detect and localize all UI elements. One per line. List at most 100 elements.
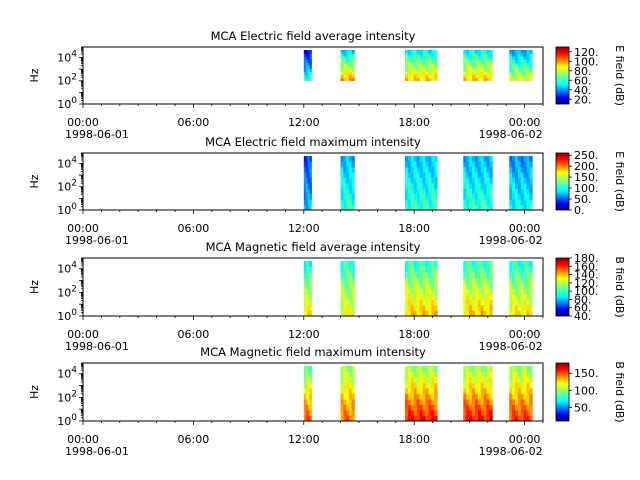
- heatmap-cell: [517, 77, 522, 82]
- heatmap-cell: [463, 272, 467, 278]
- heatmap-cell: [422, 310, 426, 317]
- heatmap-cell: [343, 156, 347, 162]
- heatmap-cell: [477, 62, 482, 66]
- heatmap-cell: [526, 156, 530, 162]
- heatmap-cell: [489, 277, 493, 284]
- heatmap-cell: [509, 294, 513, 300]
- heatmap-cell: [405, 161, 409, 168]
- heatmap-cell: [351, 156, 355, 162]
- heatmap-cell: [346, 65, 350, 69]
- heatmap-cell: [463, 399, 467, 405]
- heatmap-cell: [428, 388, 432, 394]
- heatmap-cell: [434, 261, 438, 267]
- heatmap-cell: [346, 366, 350, 372]
- heatmap-cell: [340, 68, 344, 72]
- heatmap-cell: [407, 204, 412, 211]
- heatmap-cell: [425, 277, 429, 284]
- heatmap-cell: [486, 188, 490, 195]
- x-tick-label: 06:00: [178, 116, 210, 129]
- heatmap-cell: [474, 415, 479, 422]
- heatmap-cell: [416, 188, 421, 195]
- heatmap-cell: [428, 404, 432, 411]
- heatmap-cell: [480, 366, 485, 372]
- heatmap-cell: [425, 71, 429, 75]
- heatmap-cell: [520, 388, 525, 394]
- heatmap-cell: [419, 193, 423, 200]
- x-tick-label: 18:00: [398, 116, 430, 129]
- heatmap-cell: [489, 188, 493, 195]
- heatmap-cell: [343, 74, 347, 79]
- heatmap-cell: [486, 277, 490, 284]
- heatmap-cell: [413, 377, 418, 383]
- heatmap-cell: [340, 50, 344, 54]
- heatmap-cell: [431, 161, 435, 168]
- heatmap-cell: [303, 65, 307, 69]
- heatmap-cell: [489, 294, 493, 300]
- heatmap-cell: [477, 71, 482, 75]
- heatmap-cell: [480, 393, 485, 400]
- heatmap-cell: [463, 388, 467, 394]
- heatmap-cell: [307, 299, 310, 306]
- heatmap-cell: [425, 415, 429, 422]
- heatmap-cell: [307, 166, 310, 173]
- heatmap-cell: [474, 199, 479, 205]
- heatmap-cell: [346, 404, 350, 411]
- heatmap-cell: [463, 393, 467, 400]
- data-block: [463, 366, 493, 422]
- heatmap-cell: [307, 53, 310, 57]
- heatmap-cell: [416, 71, 421, 75]
- heatmap-cell: [477, 53, 482, 57]
- heatmap-cell: [307, 68, 310, 72]
- heatmap-cell: [348, 68, 353, 72]
- heatmap-cell: [425, 388, 429, 394]
- heatmap-cell: [305, 50, 309, 54]
- heatmap-cell: [428, 74, 432, 79]
- heatmap-cell: [466, 59, 470, 63]
- heatmap-cell: [307, 161, 310, 168]
- heatmap-cell: [483, 310, 487, 317]
- heatmap-cell: [515, 183, 519, 189]
- heatmap-cell: [305, 188, 309, 195]
- heatmap-cell: [512, 261, 516, 267]
- heatmap-cell: [474, 305, 479, 311]
- heatmap-cell: [523, 193, 527, 200]
- heatmap-cell: [469, 59, 473, 63]
- heatmap-cell: [303, 156, 307, 162]
- heatmap-cell: [520, 74, 525, 79]
- data-block: [340, 50, 355, 82]
- heatmap-cell: [416, 371, 421, 378]
- heatmap-cell: [405, 193, 409, 200]
- heatmap-cell: [405, 310, 409, 317]
- heatmap-cell: [410, 277, 415, 284]
- heatmap-cell: [309, 404, 312, 411]
- heatmap-cell: [348, 415, 353, 422]
- heatmap-cell: [422, 193, 426, 200]
- heatmap-cell: [463, 404, 467, 411]
- heatmap-cell: [434, 53, 438, 57]
- heatmap-cell: [474, 272, 479, 278]
- heatmap-cell: [434, 310, 438, 317]
- heatmap-cell: [489, 410, 493, 416]
- heatmap-cell: [307, 399, 310, 405]
- heatmap-cell: [486, 266, 490, 273]
- heatmap-cell: [305, 410, 309, 416]
- heatmap-cell: [309, 161, 312, 168]
- heatmap-cell: [425, 404, 429, 411]
- heatmap-cell: [405, 299, 409, 306]
- heatmap-cell: [309, 283, 312, 289]
- heatmap-cell: [413, 277, 418, 284]
- heatmap-cell: [474, 382, 479, 389]
- heatmap-cell: [480, 161, 485, 168]
- heatmap-cell: [431, 399, 435, 405]
- heatmap-cell: [523, 53, 527, 57]
- heatmap-cell: [477, 204, 482, 211]
- heatmap-cell: [428, 177, 432, 184]
- heatmap-cell: [529, 156, 533, 162]
- heatmap-cell: [410, 288, 415, 295]
- heatmap-cell: [512, 183, 516, 189]
- heatmap-cell: [517, 204, 522, 211]
- heatmap-cell: [351, 305, 355, 311]
- heatmap-cell: [428, 393, 432, 400]
- heatmap-cell: [303, 399, 307, 405]
- heatmap-cell: [307, 193, 310, 200]
